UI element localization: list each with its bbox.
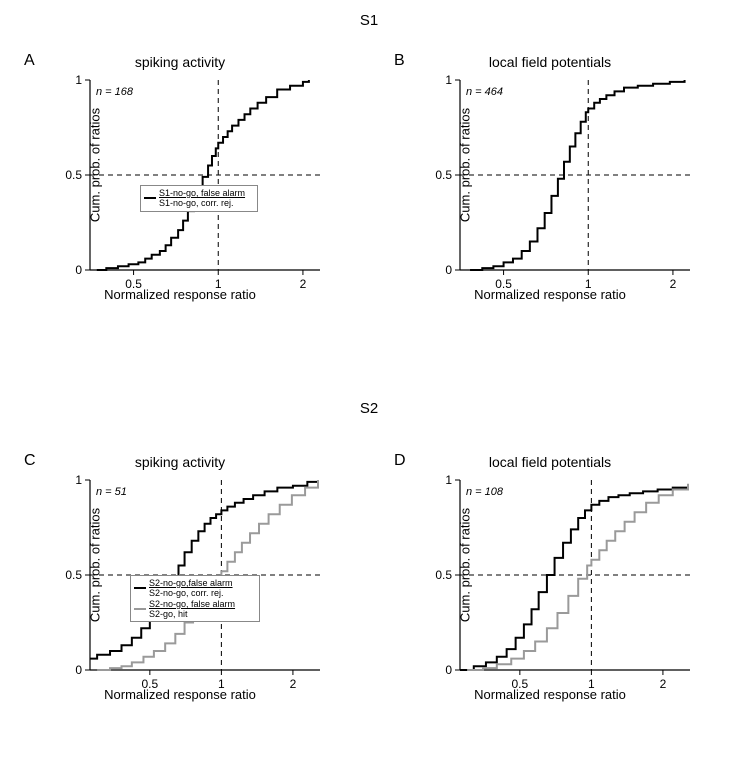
panel-title: spiking activity: [30, 454, 330, 470]
legend-box: S1-no-go, false alarmS1-no-go, corr. rej…: [140, 185, 258, 212]
legend-row: S1-no-go, false alarmS1-no-go, corr. rej…: [144, 188, 254, 209]
legend-denominator: S1-no-go, corr. rej.: [159, 198, 234, 208]
x-tick-label: 2: [300, 277, 307, 291]
figure-root: S1 S2 Aspiking activityCum. prob. of rat…: [0, 0, 738, 758]
y-tick-label: 0: [445, 263, 452, 277]
panel-title: local field potentials: [400, 454, 700, 470]
y-tick-label: 0.5: [65, 168, 82, 182]
n-label: n = 464: [466, 86, 503, 98]
y-tick-label: 0.5: [435, 168, 452, 182]
n-label: n = 51: [96, 486, 127, 498]
n-label: n = 108: [466, 486, 503, 498]
legend-denominator: S2-go, hit: [149, 609, 188, 619]
x-axis-label: Normalized response ratio: [30, 687, 330, 702]
x-tick-label: 2: [660, 677, 667, 691]
legend-row: S2-no-go,false alarmS2-no-go, corr. rej.: [134, 578, 256, 599]
legend-denominator: S2-no-go, corr. rej.: [149, 588, 224, 598]
y-tick-label: 0: [75, 663, 82, 677]
legend-swatch: [134, 587, 146, 589]
plot-svg: 00.510.512: [70, 70, 300, 260]
y-tick-label: 1: [75, 473, 82, 487]
x-axis-label: Normalized response ratio: [400, 687, 700, 702]
region-label-s1: S1: [0, 12, 738, 29]
x-tick-label: 0.5: [495, 277, 512, 291]
y-tick-label: 0: [445, 663, 452, 677]
legend-row: S2-no-go, false alarmS2-go, hit: [134, 599, 256, 620]
x-axis-label: Normalized response ratio: [400, 287, 700, 302]
legend-swatch: [134, 608, 146, 610]
legend-numerator: S2-no-go, false alarm: [149, 599, 235, 609]
legend-numerator: S1-no-go, false alarm: [159, 188, 245, 198]
legend-fraction: S2-no-go,false alarmS2-no-go, corr. rej.: [149, 578, 233, 599]
legend-numerator: S2-no-go,false alarm: [149, 578, 233, 588]
x-tick-label: 2: [670, 277, 677, 291]
x-tick-label: 1: [215, 277, 222, 291]
panel-title: local field potentials: [400, 54, 700, 70]
legend-fraction: S1-no-go, false alarmS1-no-go, corr. rej…: [159, 188, 245, 209]
x-axis-label: Normalized response ratio: [30, 287, 330, 302]
legend-fraction: S2-no-go, false alarmS2-go, hit: [149, 599, 235, 620]
plot-svg: 00.510.512: [440, 70, 670, 260]
series-line-1: [467, 484, 688, 670]
x-tick-label: 0.5: [125, 277, 142, 291]
x-tick-label: 0.5: [141, 677, 158, 691]
panel-b: Blocal field potentialsCum. prob. of rat…: [400, 40, 700, 290]
x-tick-label: 1: [588, 677, 595, 691]
y-tick-label: 0.5: [435, 568, 452, 582]
series-line-0: [90, 480, 318, 659]
legend-box: S2-no-go,false alarmS2-no-go, corr. rej.…: [130, 575, 260, 622]
y-tick-label: 0: [75, 263, 82, 277]
panel-d: Dlocal field potentialsCum. prob. of rat…: [400, 440, 700, 690]
n-label: n = 168: [96, 86, 133, 98]
plot-svg: 00.510.512: [70, 470, 300, 660]
x-tick-label: 1: [218, 677, 225, 691]
legend-swatch: [144, 197, 156, 199]
x-tick-label: 0.5: [511, 677, 528, 691]
region-label-s2: S2: [0, 400, 738, 417]
y-tick-label: 1: [75, 73, 82, 87]
series-line-0: [460, 486, 688, 670]
y-tick-label: 1: [445, 73, 452, 87]
x-tick-label: 1: [585, 277, 592, 291]
panel-title: spiking activity: [30, 54, 330, 70]
panel-c: Cspiking activityCum. prob. of ratiosNor…: [30, 440, 330, 690]
y-tick-label: 0.5: [65, 568, 82, 582]
plot-svg: 00.510.512: [440, 470, 670, 660]
panel-a: Aspiking activityCum. prob. of ratiosNor…: [30, 40, 330, 290]
x-tick-label: 2: [290, 677, 297, 691]
y-tick-label: 1: [445, 473, 452, 487]
